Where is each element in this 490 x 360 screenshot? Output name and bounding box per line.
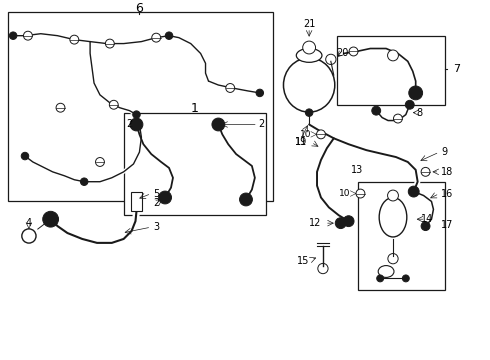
Circle shape xyxy=(80,178,88,185)
Circle shape xyxy=(343,216,354,226)
Circle shape xyxy=(240,193,252,206)
Bar xyxy=(359,182,445,290)
Circle shape xyxy=(402,275,409,282)
Bar xyxy=(130,192,143,211)
Circle shape xyxy=(405,100,414,109)
Text: 8: 8 xyxy=(416,108,423,118)
Circle shape xyxy=(317,130,325,139)
Circle shape xyxy=(56,103,65,112)
Text: 2: 2 xyxy=(259,120,265,130)
Circle shape xyxy=(409,86,422,100)
Circle shape xyxy=(212,118,225,131)
Bar xyxy=(337,36,445,105)
Text: 16: 16 xyxy=(441,189,454,199)
Circle shape xyxy=(21,152,29,160)
Bar xyxy=(8,12,272,202)
Circle shape xyxy=(421,167,430,176)
Circle shape xyxy=(408,186,419,197)
Text: 21: 21 xyxy=(303,19,316,29)
Text: 6: 6 xyxy=(136,1,144,14)
Circle shape xyxy=(356,189,365,198)
Text: 3: 3 xyxy=(153,222,159,232)
Circle shape xyxy=(303,41,316,54)
Circle shape xyxy=(133,111,140,118)
Text: 9: 9 xyxy=(441,147,447,157)
Text: 20: 20 xyxy=(337,49,349,58)
Circle shape xyxy=(226,84,235,93)
Text: 19: 19 xyxy=(295,137,307,147)
Circle shape xyxy=(22,229,36,243)
Text: 18: 18 xyxy=(441,167,454,177)
Ellipse shape xyxy=(296,49,322,62)
Text: 7: 7 xyxy=(454,64,461,74)
Circle shape xyxy=(130,118,143,131)
Text: 14: 14 xyxy=(421,214,434,224)
Circle shape xyxy=(326,54,336,64)
Circle shape xyxy=(159,191,171,204)
Circle shape xyxy=(109,100,118,109)
Text: 1: 1 xyxy=(191,102,198,115)
Text: 17: 17 xyxy=(441,220,454,230)
Circle shape xyxy=(393,114,402,123)
Circle shape xyxy=(24,31,32,40)
Circle shape xyxy=(152,33,161,42)
Text: 5: 5 xyxy=(153,189,159,199)
Circle shape xyxy=(105,39,114,48)
Text: 10: 10 xyxy=(339,189,350,198)
Ellipse shape xyxy=(378,266,394,278)
Circle shape xyxy=(388,190,398,201)
Bar xyxy=(123,113,266,215)
Circle shape xyxy=(70,35,79,44)
Circle shape xyxy=(349,47,358,56)
Circle shape xyxy=(9,32,17,40)
Text: 2: 2 xyxy=(153,198,159,208)
Circle shape xyxy=(388,253,398,264)
Text: 13: 13 xyxy=(350,165,363,175)
Circle shape xyxy=(388,50,398,61)
Circle shape xyxy=(96,158,104,166)
Circle shape xyxy=(305,109,313,116)
Circle shape xyxy=(372,106,381,115)
Circle shape xyxy=(335,218,346,229)
Text: 11: 11 xyxy=(295,137,307,147)
Ellipse shape xyxy=(284,58,335,112)
Circle shape xyxy=(318,264,328,274)
Circle shape xyxy=(43,211,58,227)
Text: 4: 4 xyxy=(26,218,32,228)
Circle shape xyxy=(256,89,264,97)
Circle shape xyxy=(165,32,173,40)
Circle shape xyxy=(377,275,384,282)
Circle shape xyxy=(421,222,430,230)
Text: 15: 15 xyxy=(297,256,309,266)
Text: 10: 10 xyxy=(299,130,311,139)
Text: 2: 2 xyxy=(126,120,133,130)
Text: 12: 12 xyxy=(309,218,321,228)
Ellipse shape xyxy=(379,198,407,237)
